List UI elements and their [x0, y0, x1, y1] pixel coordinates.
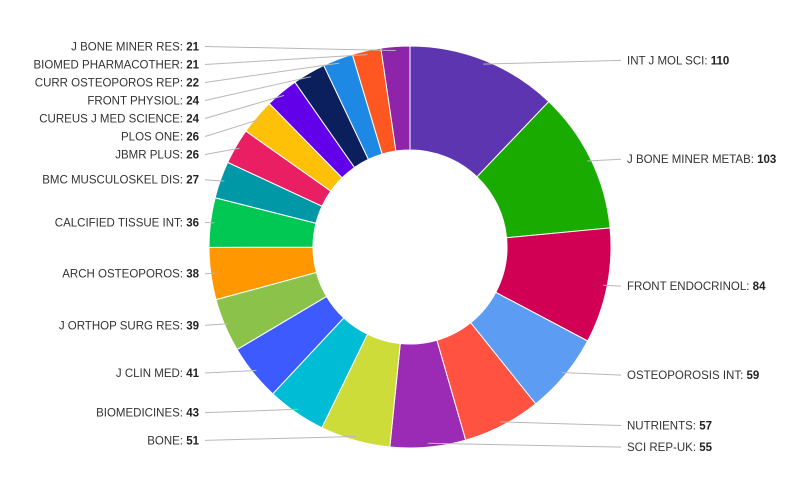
leader-line-front-physiol — [204, 76, 312, 102]
slice-label-name: ARCH OSTEOPOROS: — [62, 269, 186, 281]
leader-line-cureus-j-med-science — [204, 94, 285, 120]
slice-label-front-endocrinol: FRONT ENDOCRINOL: 84 — [627, 281, 766, 293]
slice-label-value: 57 — [699, 420, 712, 432]
slice-label-value: 24 — [186, 114, 199, 126]
slice-label-value: 21 — [186, 42, 199, 54]
slice-label-name: FRONT ENDOCRINOL: — [627, 281, 753, 293]
slice-label-name: BONE: — [147, 435, 186, 447]
slice-label-name: OSTEOPOROSIS INT: — [627, 370, 747, 382]
slice-label-j-bone-miner-metab: J BONE MINER METAB: 103 — [627, 154, 776, 166]
slice-label-name: CALCIFIED TISSUE INT: — [55, 217, 186, 229]
slice-label-value: 51 — [186, 435, 199, 447]
slice-label-jbmr-plus: JBMR PLUS: 26 — [115, 150, 199, 162]
slice-label-name: JBMR PLUS: — [115, 150, 186, 162]
slice-label-name: J CLIN MED: — [116, 368, 186, 380]
leader-line-int-j-mol-sci — [483, 59, 622, 65]
slice-label-value: 59 — [747, 370, 760, 382]
slice-label-value: 103 — [757, 154, 776, 166]
slice-label-name: CURR OSTEOPOROS REP: — [35, 78, 186, 90]
slice-label-j-clin-med: J CLIN MED: 41 — [116, 368, 200, 380]
slice-label-cureus-j-med-science: CUREUS J MED SCIENCE: 24 — [39, 114, 199, 126]
slice-j-bone-miner-res[interactable] — [380, 45, 411, 152]
leader-line-curr-osteoporos-rep — [204, 62, 340, 84]
slice-label-name: FRONT PHYSIOL: — [87, 96, 186, 108]
slice-label-j-bone-miner-res: J BONE MINER RES: 21 — [71, 42, 199, 54]
slice-label-name: NUTRIENTS: — [627, 420, 699, 432]
slice-label-value: 39 — [186, 320, 199, 332]
leader-line-nutrients — [500, 421, 622, 426]
slice-label-value: 21 — [186, 60, 199, 72]
slice-label-value: 55 — [699, 442, 712, 454]
leader-line-jbmr-plus — [204, 147, 240, 156]
slice-label-name: PLOS ONE: — [121, 132, 186, 144]
slice-label-value: 26 — [186, 150, 199, 162]
slice-label-biomed-pharmacother: BIOMED PHARMACOTHER: 21 — [33, 60, 199, 72]
slice-label-name: CUREUS J MED SCIENCE: — [39, 114, 186, 126]
slice-label-value: 43 — [186, 408, 199, 420]
leader-line-j-clin-med — [204, 369, 257, 374]
slice-label-name: SCI REP-UK: — [627, 442, 699, 454]
leader-line-j-orthop-surg-res — [204, 323, 229, 326]
slice-label-curr-osteoporos-rep: CURR OSTEOPOROS REP: 22 — [35, 78, 199, 90]
slice-label-bone: BONE: 51 — [147, 435, 199, 447]
slice-label-front-physiol: FRONT PHYSIOL: 24 — [87, 96, 199, 108]
slice-label-value: 36 — [186, 217, 199, 229]
slice-label-value: 24 — [186, 96, 199, 108]
slice-label-arch-osteoporos: ARCH OSTEOPOROS: 38 — [62, 269, 199, 281]
slice-label-j-orthop-surg-res: J ORTHOP SURG RES: 39 — [59, 320, 199, 332]
leader-line-j-bone-miner-metab — [587, 158, 622, 162]
slice-label-value: 41 — [186, 368, 199, 380]
leader-line-biomedicines — [204, 408, 299, 414]
slice-label-value: 84 — [753, 281, 766, 293]
slice-label-name: INT J MOL SCI: — [627, 55, 711, 67]
slice-label-name: BIOMEDICINES: — [96, 408, 186, 420]
slice-label-biomedicines: BIOMEDICINES: 43 — [96, 408, 199, 420]
slice-label-nutrients: NUTRIENTS: 57 — [627, 420, 712, 432]
slice-label-calcified-tissue-int: CALCIFIED TISSUE INT: 36 — [55, 217, 199, 229]
leader-line-biomed-pharmacother — [204, 54, 368, 66]
leader-lines — [204, 46, 622, 448]
slice-labels: INT J MOL SCI: 110 J BONE MINER METAB: 10… — [33, 42, 776, 455]
slice-label-osteoporosis-int: OSTEOPOROSIS INT: 59 — [627, 370, 759, 382]
slice-label-name: BMC MUSCULOSKEL DIS: — [42, 175, 186, 187]
slices — [208, 45, 612, 449]
leader-line-plos-one — [204, 118, 261, 138]
leader-line-sci-rep-uk — [427, 442, 622, 448]
slice-label-plos-one: PLOS ONE: 26 — [121, 132, 199, 144]
slice-label-name: BIOMED PHARMACOTHER: — [33, 60, 186, 72]
slice-label-value: 27 — [186, 175, 199, 187]
slice-label-sci-rep-uk: SCI REP-UK: 55 — [627, 442, 713, 454]
leader-line-arch-osteoporos — [204, 272, 215, 275]
slice-label-bmc-musculoskel-dis: BMC MUSCULOSKEL DIS: 27 — [42, 175, 199, 187]
leader-line-osteoporosis-int — [561, 372, 622, 376]
slice-label-name: J ORTHOP SURG RES: — [59, 320, 186, 332]
leader-line-front-endocrinol — [603, 284, 622, 287]
slice-label-int-j-mol-sci: INT J MOL SCI: 110 — [627, 55, 729, 67]
slice-label-value: 22 — [186, 78, 199, 90]
slice-label-value: 38 — [186, 269, 199, 281]
leader-line-j-bone-miner-res — [204, 46, 396, 52]
slice-label-name: J BONE MINER RES: — [71, 42, 186, 54]
slice-label-value: 26 — [186, 132, 199, 144]
slice-label-name: J BONE MINER METAB: — [627, 154, 757, 166]
leader-line-bmc-musculoskel-dis — [204, 179, 225, 182]
slice-label-value: 110 — [711, 55, 730, 67]
leader-line-bone — [204, 435, 357, 441]
